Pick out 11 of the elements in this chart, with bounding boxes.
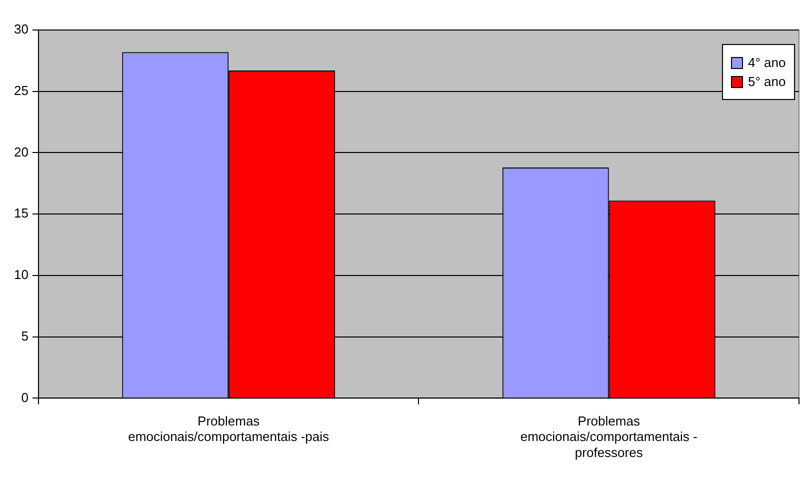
y-tick-label: 20 [14,144,28,160]
y-tick-label: 10 [14,267,28,282]
legend-label: 5° ano [748,74,786,89]
legend-label: 4° ano [748,55,786,70]
y-tick-label: 0 [21,390,28,405]
y-tick-label: 5 [21,328,28,344]
y-tick-label: 15 [14,206,28,221]
x-tick-label: Problemas emocionais/comportamentais -pais [128,414,330,444]
x-tick-label: Problemas emocionais/comportamentais - professores [520,414,698,460]
y-tick-label: 30 [14,22,28,37]
y-tick-label: 25 [14,82,28,98]
